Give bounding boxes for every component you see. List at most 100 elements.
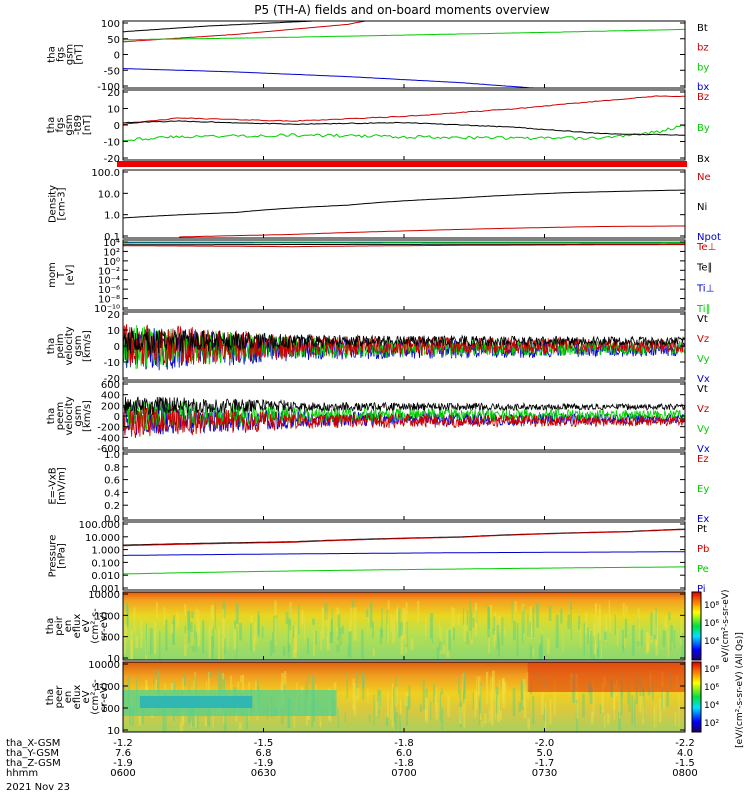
- panel-frame: [122, 239, 686, 311]
- footer-date: 2021 Nov 23: [6, 782, 70, 793]
- legend-pe: Pe: [697, 564, 709, 575]
- ytick-label: 0: [114, 51, 120, 62]
- spectrogram-9: [123, 592, 685, 660]
- ytick-label: 600: [101, 380, 120, 391]
- legend-bz: Bz: [697, 92, 709, 103]
- footer-value: 4.0: [677, 748, 693, 759]
- ytick-label: 1000: [95, 682, 120, 693]
- footer-value: -2.0: [535, 738, 555, 749]
- legend-pb: Pb: [697, 544, 709, 555]
- ytick-label: 10: [107, 726, 120, 737]
- series-ni-line: [123, 189, 685, 219]
- ytick-label: -20: [104, 154, 120, 165]
- footer-row-label: tha_Y-GSM: [6, 748, 59, 759]
- series-te-line: [123, 244, 685, 248]
- panel-7: 1.0 0.8 0.60.4 0.2 0.0 E=-VxB[mV/m] Ez Ey Ex: [48, 450, 710, 525]
- ytick-label: 400: [101, 391, 120, 402]
- ytick-label: 50: [107, 35, 120, 46]
- series-by-line: [123, 124, 685, 142]
- legend-bz: bz: [697, 43, 709, 54]
- ytick-label: 100: [101, 704, 120, 715]
- legend-ez: Ez: [697, 454, 709, 465]
- ylabel: thafgsgsm-t89[nT]: [46, 114, 93, 135]
- colorbar-tick: 10⁴: [704, 701, 719, 711]
- ylabel: Pressure[nPa]: [48, 535, 68, 578]
- ytick-label: 0: [114, 412, 120, 423]
- ytick-label: 0.001: [91, 584, 120, 595]
- legend-vy: Vy: [697, 424, 710, 435]
- series-bx-line: [123, 120, 685, 136]
- legend-vx: Vx: [697, 374, 710, 385]
- footer-value: 6.0: [396, 748, 412, 759]
- ytick-label: 10⁻⁶: [98, 285, 120, 296]
- colorbar-upper-label: eV/(cm²-s-sr-eV): [721, 589, 731, 662]
- legend-bx: bx: [697, 82, 709, 93]
- ytick-label: 10000: [88, 660, 120, 671]
- legend-ni: Ni: [697, 202, 707, 213]
- panel-frame: [122, 169, 686, 239]
- plot-title: P5 (TH-A) fields and on-board moments ov…: [254, 3, 550, 17]
- footer-value: 6.8: [256, 748, 272, 759]
- footer-value: -1.9: [113, 758, 133, 769]
- ylabel: thapeirenefluxeV(cm²-s-sr-eV): [45, 608, 110, 644]
- ytick-label: 20: [107, 310, 120, 321]
- legend-ti: Ti⊥: [696, 283, 714, 294]
- ytick-label: 10: [107, 326, 120, 337]
- panel-10: 10000 1000 100 10 thapeerenefluxeV(cm²-s-sr-…: [45, 660, 686, 737]
- ytick-label: 1.0: [104, 211, 120, 222]
- series-pt-line: [123, 528, 685, 546]
- footer-value: -1.5: [254, 738, 274, 749]
- ytick-label: 0: [114, 121, 120, 132]
- colorbar-lower-label: [eV/(cm²-s-sr-eV) (All Qs)]: [735, 632, 745, 748]
- footer-value: 7.6: [115, 748, 131, 759]
- colorbar-tick: 10⁶: [704, 619, 719, 629]
- colorbar-lower: [691, 661, 702, 733]
- footer-value: 0630: [251, 768, 276, 779]
- series-bz-line: [123, 95, 685, 125]
- legend-bt: Bt: [697, 23, 708, 34]
- footer-value: -1.5: [675, 758, 695, 769]
- ytick-label: 0.010: [91, 571, 120, 582]
- ytick-label: 0.1: [104, 232, 120, 243]
- noise-trace-3: [123, 406, 685, 438]
- ytick-label: 200: [101, 401, 120, 412]
- legend-vt: Vt: [697, 384, 708, 395]
- footer-value: -1.8: [394, 758, 414, 769]
- panel-3: 100.0 10.0 1.0 0.1 Density[cm-3] Ne Ni Npot: [48, 168, 721, 243]
- ytick-label: 20: [107, 88, 120, 99]
- ytick-label: 1000: [95, 611, 120, 622]
- separator-bar: [117, 161, 687, 167]
- series-pi-line: [123, 551, 685, 556]
- series-ne-line: [179, 225, 685, 238]
- ytick-label: -10: [104, 138, 120, 149]
- ytick-label: -200: [97, 423, 120, 434]
- legend-te: Te∥: [696, 263, 713, 274]
- colorbar-tick: 10⁸: [704, 665, 719, 675]
- legend-by: by: [697, 62, 709, 73]
- legend-ti: Ti∥: [696, 304, 711, 315]
- ytick-label: 0.2: [104, 501, 120, 512]
- ytick-label: 10.0: [98, 189, 120, 200]
- ytick-label: 10⁻¹⁰: [94, 304, 120, 315]
- ytick-label: 10000: [88, 590, 120, 601]
- legend-te: Te⊥: [696, 242, 716, 253]
- panel-9: 10000 1000 100 10 thapeirenefluxeV(cm²-s-sr-…: [45, 590, 686, 665]
- ytick-label: -400: [97, 433, 120, 444]
- ylabel: thapeimvelocitygsm[km/s]: [46, 326, 93, 365]
- series-ti-line: [123, 242, 685, 244]
- colorbar: 10⁸ 10⁶ 10⁴ 10⁸ 10⁶ 10⁴ 10² eV/(cm²-s-sr-eV) [eV…: [691, 589, 745, 748]
- panels: 100500-50-100thafgsgsm[nT]Btbzbybx20100-…: [45, 19, 721, 737]
- footer-value: 5.0: [537, 748, 553, 759]
- ytick-label: 0.0: [104, 514, 120, 525]
- ytick-label: 1.000: [91, 546, 120, 557]
- series-te-line: [123, 243, 685, 246]
- footer-value: -2.2: [675, 738, 695, 749]
- legend-vy: Vy: [697, 354, 710, 365]
- ylabel: E=-VxB[mV/m]: [48, 467, 68, 505]
- footer-row-label: tha_Z-GSM: [6, 758, 61, 769]
- ytick-label: -50: [104, 66, 120, 77]
- ytick-label: 100.000: [79, 520, 120, 531]
